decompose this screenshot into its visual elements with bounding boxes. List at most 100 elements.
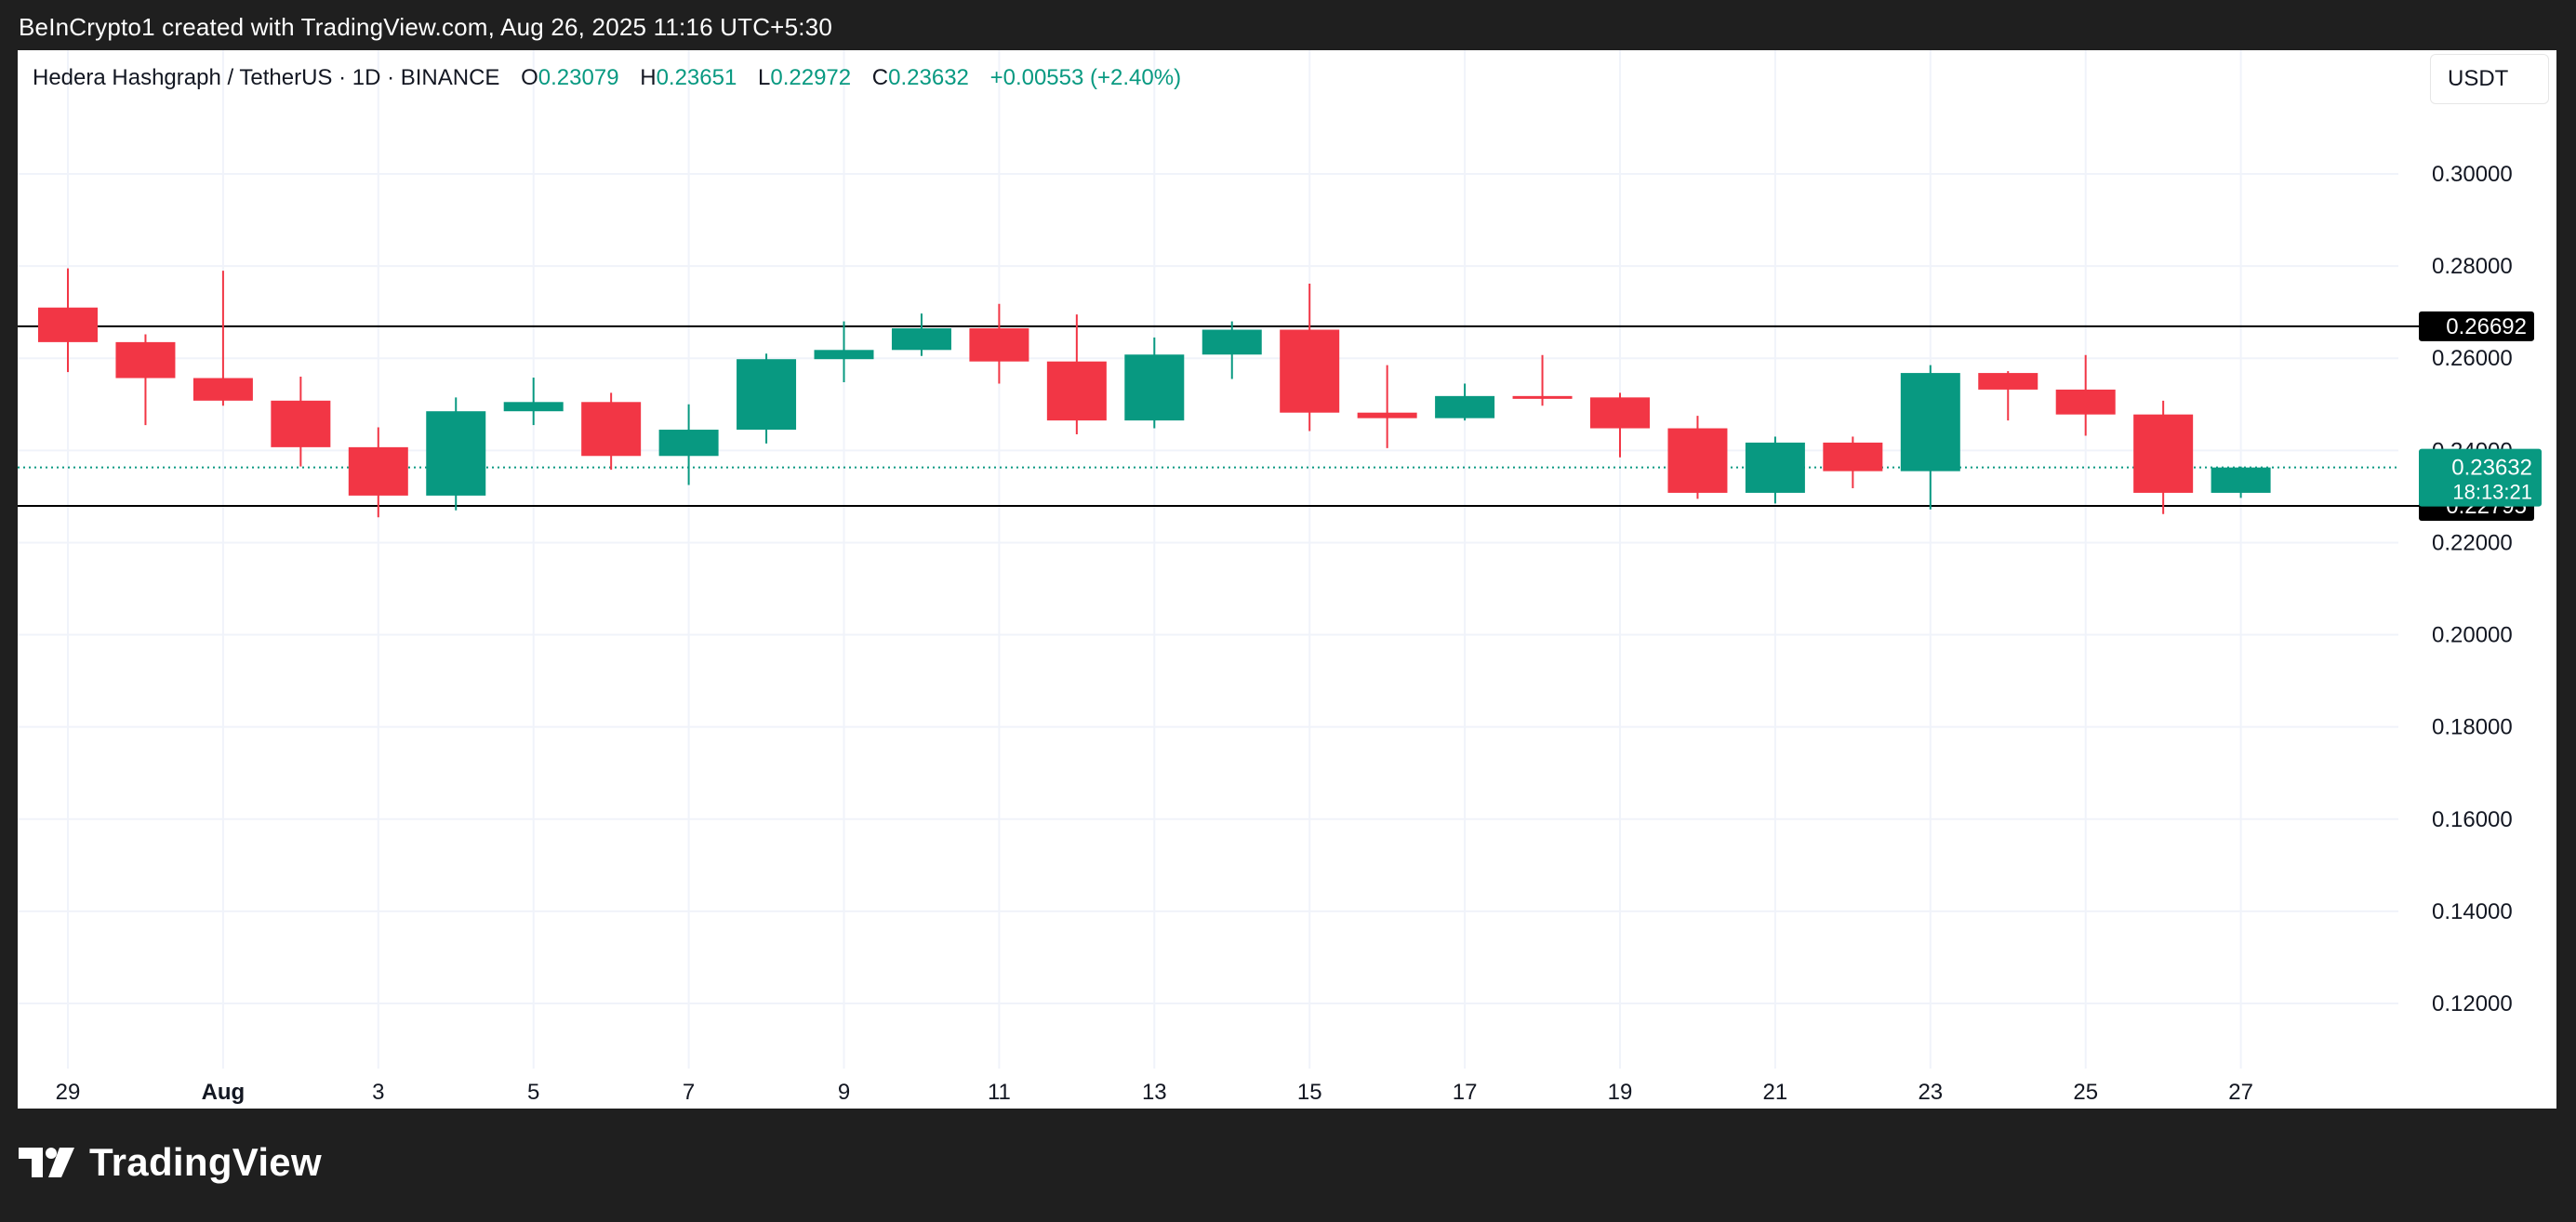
chart-panel[interactable]: 0.300000.280000.260000.240000.220000.200… [18,50,2556,1109]
candle-body [969,328,1029,362]
candle-body [1357,412,1417,418]
candle-body [1435,395,1495,418]
chart-caption: BeInCrypto1 created with TradingView.com… [19,13,832,41]
change-value: +0.00553 (+2.40%) [989,65,1182,90]
candle-body [1124,354,1185,421]
candle [271,377,331,467]
close-label: C [871,65,889,90]
y-tick-label: 0.26000 [2432,346,2513,371]
x-tick-label: 21 [1763,1080,1788,1105]
candle-body [1590,397,1650,429]
y-tick-label: 0.12000 [2432,991,2513,1016]
level-price-tag [2419,311,2534,341]
candle [193,271,253,406]
candle [1280,283,1340,432]
x-tick-label: 5 [527,1080,539,1105]
x-tick-label: Aug [202,1080,246,1105]
candle-body [1202,329,1262,355]
last-price-label: 0.23632 [2451,456,2532,481]
countdown-label: 18:13:21 [2452,481,2532,504]
candle [1745,436,1805,504]
candle [1978,371,2038,421]
candle [737,353,797,444]
y-tick-label: 0.14000 [2432,899,2513,924]
candle [1202,321,1262,379]
candle-body [38,307,98,342]
open-value: 0.23079 [538,65,619,90]
candle [348,427,408,518]
x-tick-label: 3 [372,1080,384,1105]
tradingview-logo-icon [19,1148,74,1177]
x-tick-label: 11 [988,1080,1011,1105]
candle-body [814,350,874,360]
candles [38,268,2271,518]
y-tick-label: 0.18000 [2432,715,2513,740]
candle-body [581,402,642,457]
low-label: L [758,65,771,90]
y-tick-label: 0.20000 [2432,623,2513,648]
high-label: H [640,65,657,90]
candle [1590,392,1650,458]
candle-body [271,400,331,447]
price-axis[interactable]: 0.300000.280000.260000.240000.220000.200… [2432,162,2513,1016]
candle-body [1823,442,1883,472]
y-tick-label: 0.16000 [2432,807,2513,832]
candle-body [348,446,408,496]
candle-body [1745,442,1805,493]
x-tick-label: 17 [1453,1080,1478,1105]
candle [1435,383,1495,421]
candle [1823,436,1883,488]
time-axis[interactable]: 29 Aug 3 5 7 9 11 13 15 17 19 21 23 25 27 [56,1080,2253,1105]
candle-body [1046,361,1107,421]
candle-body [193,378,253,401]
candle [2211,466,2271,498]
x-tick-label: 25 [2073,1080,2098,1105]
candle-body [891,328,951,351]
candle [969,303,1029,384]
open-label: O [521,65,538,90]
candle-body [737,359,797,431]
candle-body [503,402,564,412]
x-tick-label: 9 [838,1080,850,1105]
candle-body [2055,389,2116,415]
candle-body [2211,467,2271,493]
candle-body [1280,329,1340,413]
grid-lines [18,50,2398,1069]
candle [581,392,642,471]
candlestick-chart[interactable]: 0.300000.280000.260000.240000.220000.200… [18,50,2556,1109]
candle [38,268,98,373]
candle-body [426,411,486,496]
x-tick-label: 15 [1297,1080,1322,1105]
x-tick-label: 13 [1142,1080,1167,1105]
candle-body [2133,414,2194,493]
symbol-legend: Hedera Hashgraph / TetherUS · 1D · BINAN… [33,65,1181,91]
candle-body [1900,373,1960,472]
candle [1512,354,1573,406]
high-value: 0.23651 [656,65,737,90]
candle-body [115,341,176,379]
candle [426,397,486,511]
currency-selector[interactable]: USDT [2430,54,2549,104]
candle [1124,337,1185,429]
candle-body [1667,428,1728,493]
level-price-label: 0.26692 [2446,314,2527,339]
candle [115,334,176,426]
x-tick-label: 27 [2228,1080,2253,1105]
candle-body [658,430,719,457]
brand-name: TradingView [89,1140,322,1184]
x-tick-label: 19 [1608,1080,1633,1105]
candle-body [1512,395,1573,399]
brand-footer: TradingView [19,1140,322,1185]
y-tick-label: 0.22000 [2432,530,2513,555]
x-tick-label: 29 [56,1080,81,1105]
candle [814,321,874,382]
x-tick-label: 7 [683,1080,695,1105]
candle-body [1978,373,2038,390]
x-tick-label: 23 [1918,1080,1943,1105]
candle [1357,365,1417,448]
candle [658,404,719,485]
candle [503,378,564,426]
symbol-title: Hedera Hashgraph / TetherUS · 1D · BINAN… [33,65,500,90]
candle [1667,416,1728,499]
